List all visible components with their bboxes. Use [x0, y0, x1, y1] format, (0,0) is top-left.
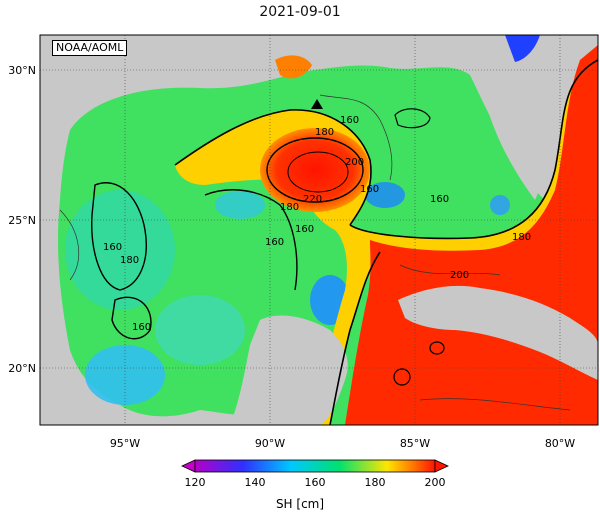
- map-title: 2021-09-01: [259, 4, 341, 20]
- colorbar-label: SH [cm]: [275, 497, 325, 511]
- blue-eddy-east: [365, 182, 405, 208]
- credit-label: NOAA/AOML: [52, 40, 128, 56]
- colorbar-tick: 120: [185, 476, 206, 489]
- delta-warm-patch: [275, 55, 312, 79]
- lat-tick: 25°N: [8, 214, 36, 227]
- cold-patch-northeast: [505, 35, 540, 62]
- warm-eddy: [260, 128, 370, 212]
- colorbar-max-arrow: [434, 459, 449, 473]
- contour-label: 180: [512, 232, 531, 243]
- contour-label: 200: [450, 270, 469, 281]
- cuba-land: [398, 285, 598, 380]
- lat-tick: 20°N: [8, 362, 36, 375]
- contour-label: 160: [340, 115, 359, 126]
- florida-land: [470, 35, 544, 200]
- colorbar-tick: 200: [425, 476, 446, 489]
- contour-label: 180: [120, 255, 139, 266]
- lon-tick: 90°W: [255, 437, 285, 450]
- cyan-patch-west: [65, 190, 175, 310]
- colorbar-min-arrow: [181, 459, 196, 473]
- map-area: 160 180 200 220 160 180 160 160 180 160 …: [40, 35, 598, 425]
- lon-tick: 80°W: [545, 437, 575, 450]
- colorbar-tick: 180: [365, 476, 386, 489]
- contour-label: 160: [132, 322, 151, 333]
- contour-lines: [59, 59, 598, 425]
- contour-label: 220: [303, 194, 322, 205]
- colorbar-tick: 140: [245, 476, 266, 489]
- lon-tick: 95°W: [110, 437, 140, 450]
- lon-tick: 85°W: [400, 437, 430, 450]
- contour-label: 200: [345, 157, 364, 168]
- contour-label-group: 160 180 200 220 160 180 160 160 180 160 …: [103, 115, 531, 333]
- triangle-marker: [311, 99, 323, 109]
- colorbar-tick: 160: [305, 476, 326, 489]
- yucatan-land: [230, 315, 348, 425]
- contour-label: 160: [430, 194, 449, 205]
- lat-tick: 30°N: [8, 64, 36, 77]
- graticule: [40, 35, 598, 425]
- contour-label: 160: [265, 237, 284, 248]
- cyan-eddy-central: [215, 191, 265, 219]
- contour-label: 180: [280, 202, 299, 213]
- map-frame: [39, 34, 599, 426]
- cyan-patch-south: [155, 295, 245, 365]
- lon-ticks: 95°W 90°W 85°W 80°W: [110, 437, 575, 450]
- contour-label: 160: [295, 224, 314, 235]
- contour-label: 180: [315, 127, 334, 138]
- lat-ticks: 30°N 25°N 20°N: [8, 64, 36, 375]
- colorbar-gradient: [194, 459, 436, 473]
- contour-label: 160: [103, 242, 122, 253]
- contour-label: 160: [360, 184, 379, 195]
- colorbar: 120 140 160 180 200: [181, 459, 449, 489]
- blue-eddy-florida: [490, 195, 510, 215]
